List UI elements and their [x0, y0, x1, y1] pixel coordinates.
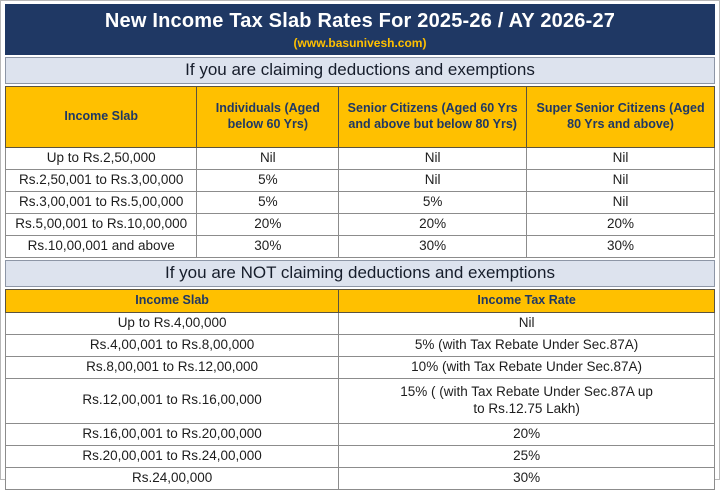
cell-rate: 10% (with Tax Rebate Under Sec.87A): [338, 355, 715, 379]
cell-income-slab: Rs.4,00,001 to Rs.8,00,000: [4, 333, 340, 357]
cell-rate: Nil: [338, 169, 528, 192]
cell-income-slab: Rs.3,00,001 to Rs.5,00,000: [4, 191, 198, 214]
cell-income-slab: Rs.5,00,001 to Rs.10,00,000: [4, 213, 198, 236]
cell-rate: 15% ( (with Tax Rebate Under Sec.87A up …: [338, 377, 715, 424]
cell-rate: Nil: [526, 147, 715, 170]
table-row: Rs.2,50,001 to Rs.3,00,000 5% Nil Nil: [4, 169, 715, 192]
title-banner: New Income Tax Slab Rates For 2025-26 / …: [5, 4, 715, 55]
table-header-row: Income Slab Income Tax Rate: [4, 289, 715, 313]
column-header-senior-citizens: Senior Citizens (Aged 60 Yrs and above b…: [338, 86, 528, 148]
table-row: Rs.8,00,001 to Rs.12,00,000 10% (with Ta…: [4, 355, 715, 379]
table-row: Rs.16,00,001 to Rs.20,00,000 20%: [4, 422, 715, 446]
table-row: Rs.12,00,001 to Rs.16,00,000 15% ( (with…: [4, 377, 715, 424]
cell-income-slab: Rs.2,50,001 to Rs.3,00,000: [4, 169, 198, 192]
page-title: New Income Tax Slab Rates For 2025-26 / …: [104, 10, 616, 32]
cell-rate: Nil: [526, 191, 715, 214]
cell-rate: 5%: [196, 191, 340, 214]
cell-income-slab: Up to Rs.4,00,000: [4, 311, 340, 335]
cell-rate: 30%: [526, 235, 715, 258]
column-header-income-slab: Income Slab: [4, 289, 340, 313]
tax-table-without-deductions: Income Slab Income Tax Rate Up to Rs.4,0…: [4, 289, 715, 490]
table-row: Rs.24,00,000 30%: [4, 466, 715, 490]
section-heading-not-claiming: If you are NOT claiming deductions and e…: [5, 260, 715, 287]
table-row: Rs.5,00,001 to Rs.10,00,000 20% 20% 20%: [4, 213, 715, 236]
cell-rate: 5%: [196, 169, 340, 192]
table-row: Rs.3,00,001 to Rs.5,00,000 5% 5% Nil: [4, 191, 715, 214]
table-row: Rs.4,00,001 to Rs.8,00,000 5% (with Tax …: [4, 333, 715, 357]
table-row: Rs.10,00,001 and above 30% 30% 30%: [4, 235, 715, 258]
website-subtitle: (www.basunivesh.com): [293, 36, 427, 50]
cell-rate: 20%: [338, 213, 528, 236]
cell-income-slab: Rs.20,00,001 to Rs.24,00,000: [4, 444, 340, 468]
cell-rate: 25%: [338, 444, 715, 468]
table-header-row: Income Slab Individuals (Aged below 60 Y…: [4, 86, 715, 148]
table-row: Up to Rs.2,50,000 Nil Nil Nil: [4, 147, 715, 170]
cell-rate: Nil: [338, 147, 528, 170]
cell-rate: Nil: [526, 169, 715, 192]
table-row: Up to Rs.4,00,000 Nil: [4, 311, 715, 335]
table-row: Rs.20,00,001 to Rs.24,00,000 25%: [4, 444, 715, 468]
cell-rate: 5% (with Tax Rebate Under Sec.87A): [338, 333, 715, 357]
tax-table-with-deductions: Income Slab Individuals (Aged below 60 Y…: [4, 86, 715, 258]
cell-rate: 30%: [196, 235, 340, 258]
column-header-income-slab: Income Slab: [4, 86, 198, 148]
cell-income-slab: Rs.10,00,001 and above: [4, 235, 198, 258]
cell-rate: 5%: [338, 191, 528, 214]
cell-income-slab: Rs.12,00,001 to Rs.16,00,000: [4, 377, 340, 424]
cell-rate: 30%: [338, 466, 715, 490]
column-header-super-senior-citizens: Super Senior Citizens (Aged 80 Yrs and a…: [526, 86, 715, 148]
column-header-individuals: Individuals (Aged below 60 Yrs): [196, 86, 340, 148]
cell-income-slab: Up to Rs.2,50,000: [4, 147, 198, 170]
cell-rate: 20%: [526, 213, 715, 236]
column-header-income-tax-rate: Income Tax Rate: [338, 289, 715, 313]
cell-rate: Nil: [196, 147, 340, 170]
section-heading-claiming: If you are claiming deductions and exemp…: [5, 57, 715, 84]
cell-rate: 20%: [338, 422, 715, 446]
cell-rate: 20%: [196, 213, 340, 236]
cell-rate: 30%: [338, 235, 528, 258]
cell-income-slab: Rs.8,00,001 to Rs.12,00,000: [4, 355, 340, 379]
cell-income-slab: Rs.24,00,000: [4, 466, 340, 490]
cell-rate: Nil: [338, 311, 715, 335]
cell-income-slab: Rs.16,00,001 to Rs.20,00,000: [4, 422, 340, 446]
